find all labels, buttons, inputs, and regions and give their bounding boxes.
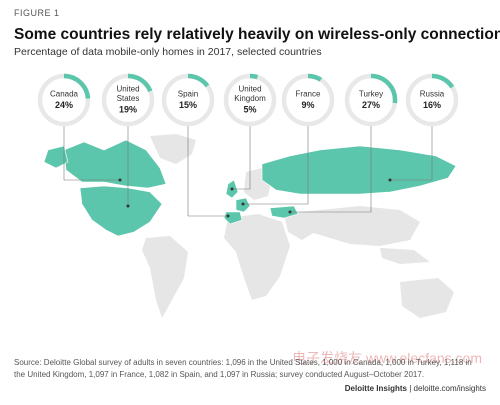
- leader-line: [232, 126, 251, 190]
- donut-turkey: Turkey 27%: [344, 73, 398, 127]
- donut-value: 24%: [55, 100, 73, 110]
- donut-country-label: Turkey: [359, 89, 383, 98]
- donut-country-label: Kingdom: [234, 94, 266, 103]
- source-note: Source: Deloitte Global survey of adults…: [14, 358, 472, 379]
- map-russia: [261, 145, 457, 195]
- map-united-states: [79, 185, 163, 237]
- leader-line: [390, 126, 433, 181]
- donut-value: 16%: [423, 100, 441, 110]
- donut-arc: [431, 73, 455, 89]
- donut-country-label: United: [116, 85, 139, 94]
- donut-country-label: Russia: [420, 89, 445, 98]
- donut-russia: Russia 16%: [405, 73, 459, 127]
- leader-line: [290, 126, 372, 213]
- leader-line: [187, 126, 228, 217]
- donut-country-label: States: [117, 94, 140, 103]
- donut-country-label: Canada: [50, 89, 79, 98]
- donut-country-label: France: [296, 89, 321, 98]
- leader-dot: [241, 202, 245, 206]
- leader-dot: [288, 210, 292, 214]
- leader-dot: [126, 204, 130, 208]
- donut-value: 19%: [119, 105, 137, 115]
- donut-arc: [249, 73, 259, 80]
- donut-arc: [307, 73, 323, 82]
- leader-lines: [63, 126, 433, 218]
- donut-arc: [127, 73, 153, 93]
- brand-url: deloitte.com/insights: [413, 384, 486, 393]
- map-canada: [63, 139, 167, 189]
- donut-canada: Canada 24%: [37, 73, 91, 127]
- donut-value: 9%: [301, 100, 314, 110]
- map-asia-south: [300, 206, 420, 246]
- brand-separator: |: [406, 384, 414, 393]
- world-map: [43, 134, 457, 318]
- donut-row: Canada24%UnitedStates19%Spain15%UnitedKi…: [37, 73, 459, 127]
- brand-name: Deloitte Insights: [344, 384, 407, 393]
- leader-line: [63, 126, 120, 181]
- leader-dot: [118, 178, 122, 182]
- leader-dot: [230, 187, 234, 191]
- donut-spain: Spain 15%: [161, 73, 215, 127]
- map-alaska: [43, 145, 69, 169]
- brand-footer: Deloitte Insights | deloitte.com/insight…: [345, 384, 486, 393]
- donut-value: 15%: [179, 100, 197, 110]
- figure-label: FIGURE 1: [14, 8, 60, 18]
- donut-country-label: United: [238, 85, 261, 94]
- chart-subtitle: Percentage of data mobile-only homes in …: [14, 46, 322, 58]
- donut-france: France 9%: [281, 73, 335, 127]
- donut-arc: [187, 73, 210, 88]
- map-greenland: [150, 134, 196, 164]
- chart-title: Some countries rely relatively heavily o…: [14, 26, 500, 43]
- donut-arc: [370, 73, 398, 104]
- leader-line: [243, 126, 309, 205]
- donut-arc: [63, 73, 91, 99]
- donut-value: 27%: [362, 100, 380, 110]
- map-southeast-asia: [380, 248, 430, 264]
- donut-value: 5%: [243, 105, 256, 115]
- donut-country-label: Spain: [178, 89, 198, 98]
- leader-dot: [226, 214, 230, 218]
- map-south-america: [142, 236, 188, 318]
- map-turkey: [269, 205, 299, 219]
- map-africa: [224, 214, 290, 300]
- leader-dot: [388, 178, 392, 182]
- map-australia: [400, 278, 454, 318]
- watermark-text: 电子发烧友 www.elecfans.com: [292, 350, 482, 366]
